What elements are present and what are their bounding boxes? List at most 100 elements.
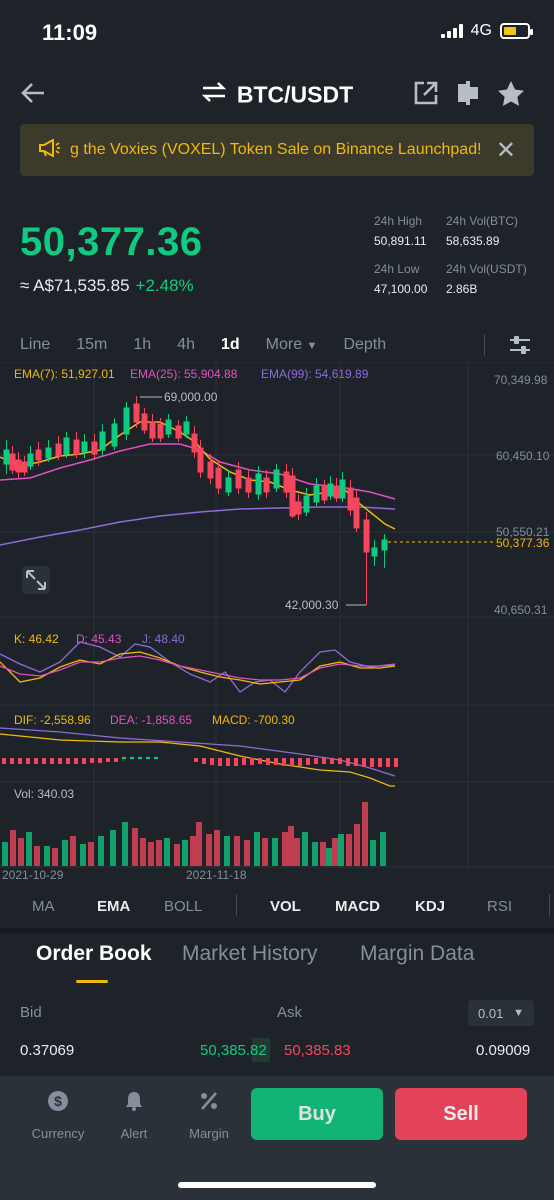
macd-value: MACD: -700.30 xyxy=(212,713,295,727)
candles-green xyxy=(3,402,388,568)
favorite-star-icon[interactable] xyxy=(497,80,525,113)
tf-15m[interactable]: 15m xyxy=(76,336,108,353)
fiat-price: ≈ A$71,535.85 +2.48% xyxy=(20,276,194,296)
ema99-line xyxy=(0,506,396,546)
ema25-label: EMA(25): 55,904.88 xyxy=(130,367,238,381)
sell-button[interactable]: Sell xyxy=(395,1088,527,1140)
status-time: 11:09 xyxy=(42,20,98,45)
tf-4h[interactable]: 4h xyxy=(177,336,195,353)
network-label: 4G xyxy=(470,22,492,39)
ask-qty: 0.09009 xyxy=(476,1042,531,1059)
tf-1h[interactable]: 1h xyxy=(133,336,152,353)
dollar-coin-icon: $ xyxy=(28,1090,88,1120)
precision-select[interactable]: 0.01 ▼ xyxy=(468,1000,534,1026)
candles-red xyxy=(9,396,370,605)
pair-title[interactable]: BTC/USDT xyxy=(0,80,554,109)
timeframe-bar: Line 15m 1h 4h 1d More ▼ Depth xyxy=(0,330,554,360)
macd-dea: DEA: -1,858.65 xyxy=(110,713,192,727)
bid-price[interactable]: 50,385.82 xyxy=(200,1042,267,1059)
current-price-tag: 50,377.36 xyxy=(496,536,550,550)
date-label-1: 2021-10-29 xyxy=(2,868,64,882)
volbtc-value: 58,635.89 xyxy=(446,234,500,248)
tf-1d[interactable]: 1d xyxy=(220,336,240,353)
macd-dea-line xyxy=(0,727,396,777)
kline-chart[interactable]: 69,000.00 42,000.30 50,377.36 70,349.98 … xyxy=(0,362,554,884)
tf-divider xyxy=(484,334,485,356)
back-arrow-icon[interactable] xyxy=(20,80,46,113)
nav-margin[interactable]: Margin xyxy=(179,1090,239,1141)
aud-value: ≈ A$71,535.85 xyxy=(20,276,130,295)
indicator-divider xyxy=(236,894,237,916)
nav-alert[interactable]: Alert xyxy=(104,1090,164,1141)
trading-view-icon[interactable] xyxy=(455,80,481,113)
high-label: 24h High xyxy=(374,214,423,228)
high-marker: 69,000.00 xyxy=(164,390,218,404)
megaphone-icon xyxy=(38,137,60,162)
chart-settings-icon[interactable] xyxy=(508,334,532,361)
status-indicators: 4G xyxy=(440,22,533,40)
axis-top: 70,349.98 xyxy=(494,373,548,387)
ind-ma[interactable]: MA xyxy=(32,897,55,915)
bid-depth-bar xyxy=(252,1038,270,1062)
change-percent: +2.48% xyxy=(135,276,194,295)
tab-margin-data[interactable]: Margin Data xyxy=(360,942,475,965)
ind-vol[interactable]: VOL xyxy=(270,897,301,915)
ind-kdj[interactable]: KDJ xyxy=(415,897,446,915)
macd-histogram-green xyxy=(122,757,158,759)
ema7-label: EMA(7): 51,927.01 xyxy=(14,367,115,381)
tab-market-history[interactable]: Market History xyxy=(182,942,318,965)
axis-low: 50,550.21 xyxy=(496,525,550,539)
ind-ema[interactable]: EMA xyxy=(97,897,131,915)
indicator-bar: MA EMA BOLL VOL MACD KDJ RSI xyxy=(0,890,554,922)
low-label: 24h Low xyxy=(374,262,420,276)
bid-qty: 0.37069 xyxy=(20,1042,75,1059)
ask-price[interactable]: 50,385.83 xyxy=(284,1042,351,1059)
nav-currency[interactable]: $ Currency xyxy=(28,1090,88,1141)
tf-more-label: More xyxy=(265,336,303,353)
kdj-j: J: 48.40 xyxy=(142,632,185,646)
ind-rsi[interactable]: RSI xyxy=(487,897,513,915)
banner-text: g the Voxies (VOXEL) Token Sale on Binan… xyxy=(70,141,482,158)
home-indicator[interactable] xyxy=(178,1182,376,1188)
share-icon[interactable] xyxy=(413,80,439,113)
nav-alert-label: Alert xyxy=(120,1126,148,1141)
volusdt-value: 2.86B xyxy=(446,282,478,296)
indicator-divider-right xyxy=(549,894,550,916)
tf-depth[interactable]: Depth xyxy=(343,336,387,353)
tab-order-book[interactable]: Order Book xyxy=(36,942,152,965)
kdj-d: D: 45.43 xyxy=(76,632,122,646)
battery-icon xyxy=(500,23,533,39)
date-label-2: 2021-11-18 xyxy=(186,868,247,882)
last-price: 50,377.36 xyxy=(20,220,203,264)
expand-icon[interactable] xyxy=(22,566,50,594)
nav-margin-label: Margin xyxy=(189,1126,229,1141)
ind-macd[interactable]: MACD xyxy=(335,897,380,915)
kdj-j-line xyxy=(0,641,396,693)
pair-label: BTC/USDT xyxy=(236,81,354,108)
macd-dif: DIF: -2,558.96 xyxy=(14,713,91,727)
swap-icon[interactable] xyxy=(201,81,227,109)
nav-currency-label: Currency xyxy=(31,1126,85,1141)
tf-line[interactable]: Line xyxy=(20,336,51,353)
announcement-banner[interactable]: g the Voxies (VOXEL) Token Sale on Binan… xyxy=(20,124,534,176)
percent-icon xyxy=(179,1090,239,1120)
low-marker: 42,000.30 xyxy=(285,598,339,612)
signal-icon xyxy=(440,24,463,38)
caret-down-icon: ▼ xyxy=(306,340,318,352)
low-value: 47,100.00 xyxy=(374,282,428,296)
volume-bars-green xyxy=(2,822,386,866)
data-tabs: Order Book Market History Margin Data xyxy=(0,940,554,984)
svg-text:$: $ xyxy=(54,1093,62,1109)
section-separator xyxy=(0,928,554,934)
buy-button[interactable]: Buy xyxy=(251,1088,383,1140)
bid-header: Bid xyxy=(20,1004,42,1021)
axis-bottom: 40,650.31 xyxy=(494,603,548,617)
volbtc-label: 24h Vol(BTC) xyxy=(446,214,519,228)
precision-value: 0.01 xyxy=(478,1005,504,1021)
tf-more[interactable]: More ▼ xyxy=(266,336,318,354)
kdj-d-line xyxy=(0,655,396,681)
caret-down-icon: ▼ xyxy=(513,1007,524,1019)
close-icon[interactable]: ✕ xyxy=(495,136,516,164)
ind-boll[interactable]: BOLL xyxy=(164,897,203,915)
ticker-stats: 24h High 24h Vol(BTC) 50,891.11 58,635.8… xyxy=(374,214,546,296)
